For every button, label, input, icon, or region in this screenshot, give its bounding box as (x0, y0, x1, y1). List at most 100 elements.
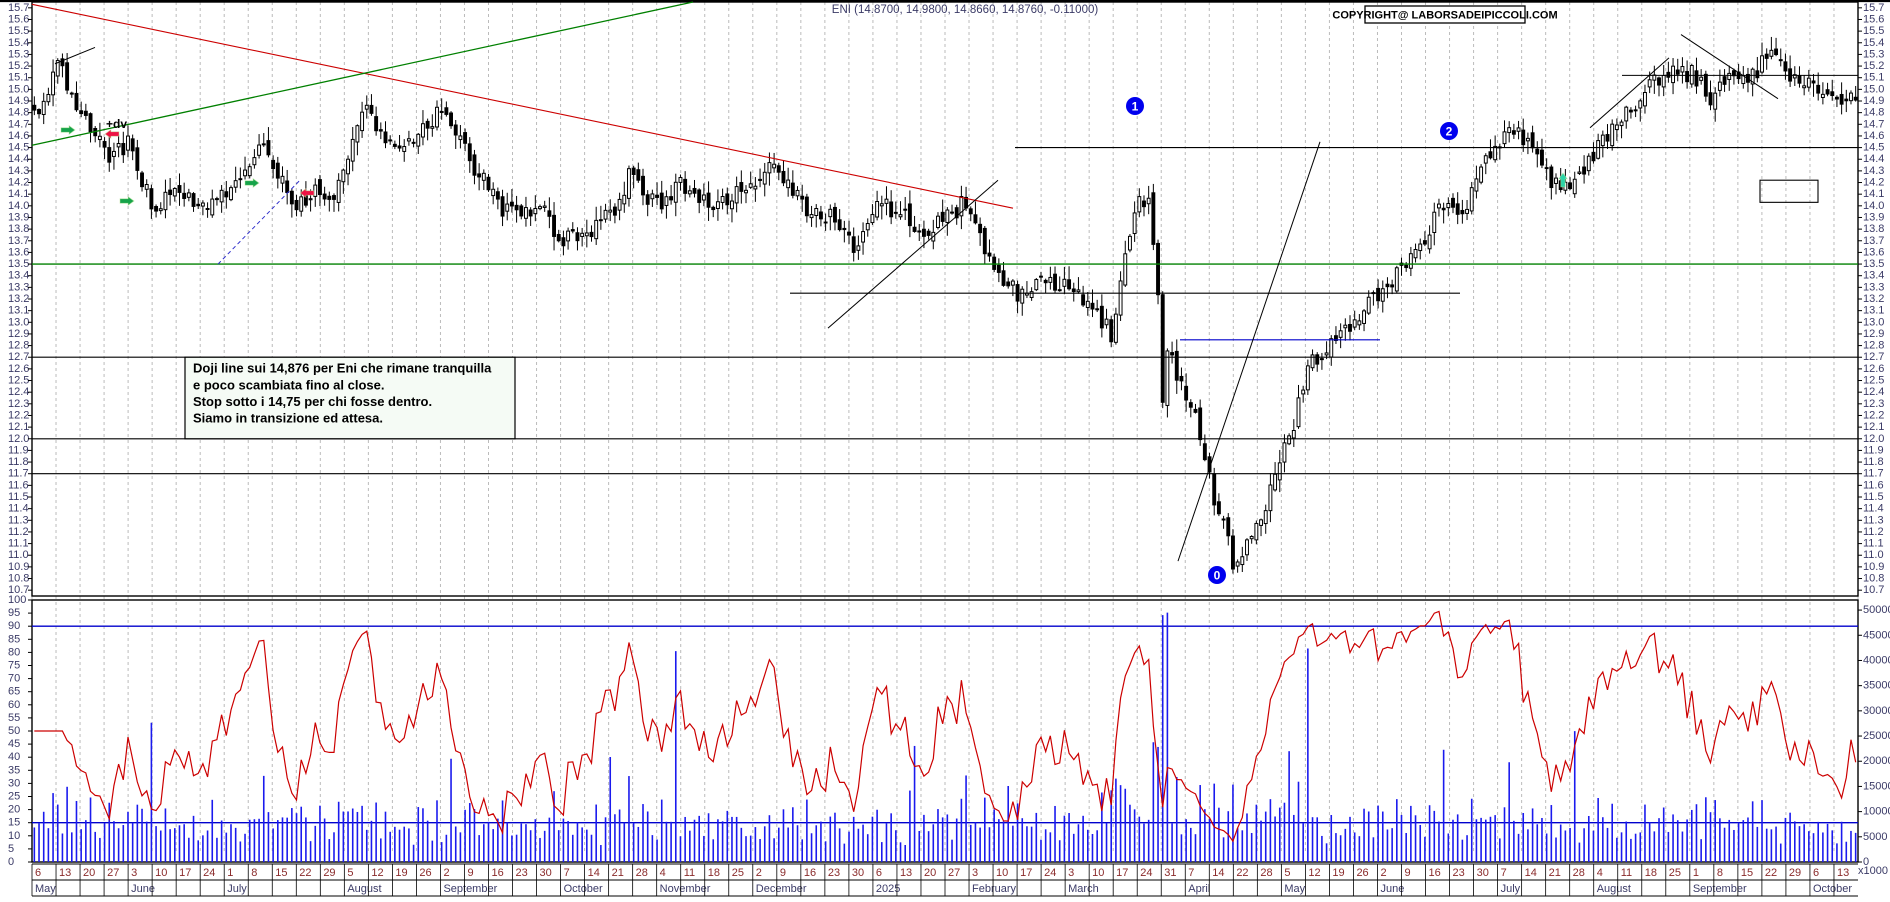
svg-text:15.4: 15.4 (1863, 37, 1884, 49)
svg-text:June: June (131, 883, 155, 895)
svg-text:14.5: 14.5 (8, 142, 29, 154)
svg-text:7: 7 (1188, 867, 1194, 879)
svg-text:10.9: 10.9 (8, 561, 29, 573)
svg-text:October: October (564, 883, 603, 895)
svg-text:12.5: 12.5 (1863, 375, 1884, 387)
svg-text:20: 20 (83, 867, 95, 879)
svg-text:11: 11 (1621, 867, 1632, 879)
svg-text:15.5: 15.5 (8, 25, 29, 37)
svg-text:15.6: 15.6 (1863, 13, 1884, 25)
svg-text:90: 90 (8, 620, 20, 632)
svg-text:13.2: 13.2 (8, 293, 29, 305)
svg-text:10: 10 (1092, 867, 1104, 879)
svg-text:9: 9 (780, 867, 786, 879)
svg-text:25000: 25000 (1863, 730, 1890, 742)
svg-text:August: August (347, 883, 381, 895)
svg-text:19: 19 (1332, 867, 1344, 879)
svg-text:12.8: 12.8 (8, 340, 29, 352)
svg-text:12.3: 12.3 (8, 398, 29, 410)
svg-text:11.1: 11.1 (8, 538, 29, 550)
svg-text:14.3: 14.3 (8, 165, 29, 177)
svg-text:15.0: 15.0 (8, 83, 29, 95)
svg-text:12.4: 12.4 (8, 386, 29, 398)
svg-text:6: 6 (876, 867, 882, 879)
svg-text:40: 40 (8, 751, 20, 763)
svg-text:7: 7 (564, 867, 570, 879)
svg-text:26: 26 (1356, 867, 1368, 879)
svg-text:95: 95 (8, 607, 20, 619)
svg-text:40000: 40000 (1863, 654, 1890, 666)
svg-text:13.3: 13.3 (1863, 281, 1884, 293)
svg-text:70: 70 (8, 673, 20, 685)
svg-text:11.5: 11.5 (1863, 491, 1884, 503)
svg-text:25: 25 (732, 867, 744, 879)
svg-text:August: August (1597, 883, 1631, 895)
svg-text:25: 25 (1669, 867, 1681, 879)
svg-text:Stop sotto i 14,75 per chi fos: Stop sotto i 14,75 per chi fosse dentro. (193, 394, 432, 409)
svg-text:4: 4 (660, 867, 666, 879)
svg-text:20: 20 (8, 804, 20, 816)
svg-text:30: 30 (540, 867, 552, 879)
svg-text:13.8: 13.8 (8, 223, 29, 235)
svg-text:23: 23 (828, 867, 840, 879)
svg-text:60: 60 (8, 699, 20, 711)
svg-text:13: 13 (1837, 867, 1849, 879)
svg-text:75: 75 (8, 660, 20, 672)
svg-text:14.3: 14.3 (1863, 165, 1884, 177)
svg-text:50000: 50000 (1863, 604, 1890, 616)
svg-text:17: 17 (1116, 867, 1128, 879)
svg-text:September: September (1693, 883, 1747, 895)
svg-text:10.8: 10.8 (8, 573, 29, 585)
svg-text:14.4: 14.4 (1863, 153, 1884, 165)
svg-text:11.9: 11.9 (1863, 444, 1884, 456)
svg-text:15: 15 (8, 817, 20, 829)
svg-text:14.1: 14.1 (8, 188, 29, 200)
svg-text:11.0: 11.0 (8, 549, 29, 561)
svg-text:12.9: 12.9 (1863, 328, 1884, 340)
svg-text:November: November (660, 883, 711, 895)
svg-text:28: 28 (1573, 867, 1585, 879)
svg-text:13.9: 13.9 (8, 211, 29, 223)
svg-text:12: 12 (371, 867, 383, 879)
svg-text:13.3: 13.3 (8, 281, 29, 293)
svg-text:9: 9 (1405, 867, 1411, 879)
svg-text:15: 15 (275, 867, 287, 879)
svg-text:10.8: 10.8 (1863, 573, 1884, 585)
svg-text:35000: 35000 (1863, 680, 1890, 692)
svg-text:12.1: 12.1 (8, 421, 29, 433)
svg-text:14.0: 14.0 (1863, 200, 1884, 212)
svg-text:2: 2 (443, 867, 449, 879)
svg-text:15.6: 15.6 (8, 13, 29, 25)
svg-text:30: 30 (852, 867, 864, 879)
svg-text:11.5: 11.5 (8, 491, 29, 503)
svg-text:14.2: 14.2 (8, 177, 29, 189)
svg-text:12.6: 12.6 (1863, 363, 1884, 375)
svg-text:15.2: 15.2 (1863, 60, 1884, 72)
svg-text:13: 13 (900, 867, 912, 879)
svg-text:14.9: 14.9 (8, 95, 29, 107)
svg-text:13.0: 13.0 (1863, 316, 1884, 328)
svg-text:6: 6 (1813, 867, 1819, 879)
svg-text:12.7: 12.7 (1863, 351, 1884, 363)
svg-text:5: 5 (8, 843, 14, 855)
svg-text:12.9: 12.9 (8, 328, 29, 340)
svg-text:13.4: 13.4 (1863, 270, 1884, 282)
svg-text:15.0: 15.0 (1863, 83, 1884, 95)
svg-text:13.7: 13.7 (8, 235, 29, 247)
svg-text:27: 27 (948, 867, 960, 879)
svg-text:24: 24 (203, 867, 215, 879)
svg-text:21: 21 (612, 867, 624, 879)
svg-text:11.6: 11.6 (1863, 479, 1884, 491)
svg-text:26: 26 (419, 867, 431, 879)
svg-text:11.7: 11.7 (1863, 468, 1884, 480)
svg-text:+dv: +dv (106, 117, 127, 131)
svg-text:13.1: 13.1 (8, 305, 29, 317)
svg-text:11.3: 11.3 (8, 514, 29, 526)
svg-text:10.9: 10.9 (1863, 561, 1884, 573)
svg-text:12.1: 12.1 (1863, 421, 1884, 433)
svg-text:25: 25 (8, 791, 20, 803)
svg-text:85: 85 (8, 633, 20, 645)
svg-text:55: 55 (8, 712, 20, 724)
svg-text:15.3: 15.3 (1863, 48, 1884, 60)
svg-text:11: 11 (684, 867, 695, 879)
